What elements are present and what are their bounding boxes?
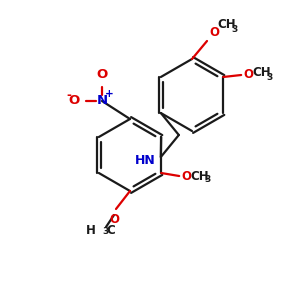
Text: 3: 3 (266, 73, 272, 82)
Text: O: O (181, 170, 191, 184)
Text: CH: CH (190, 169, 209, 182)
Text: O: O (109, 213, 119, 226)
Text: H: H (86, 224, 96, 238)
Text: O: O (243, 68, 253, 80)
Text: +: + (105, 89, 113, 99)
Text: CH: CH (252, 67, 271, 80)
Text: HN: HN (135, 154, 156, 166)
Text: -: - (67, 88, 71, 101)
Text: O: O (96, 68, 108, 81)
Text: 3: 3 (102, 226, 108, 236)
Text: O: O (69, 94, 80, 107)
Text: 3: 3 (231, 25, 237, 34)
Text: C: C (106, 224, 115, 238)
Text: N: N (96, 94, 108, 107)
Text: CH: CH (217, 18, 236, 31)
Text: 3: 3 (204, 175, 210, 184)
Text: O: O (209, 26, 219, 39)
